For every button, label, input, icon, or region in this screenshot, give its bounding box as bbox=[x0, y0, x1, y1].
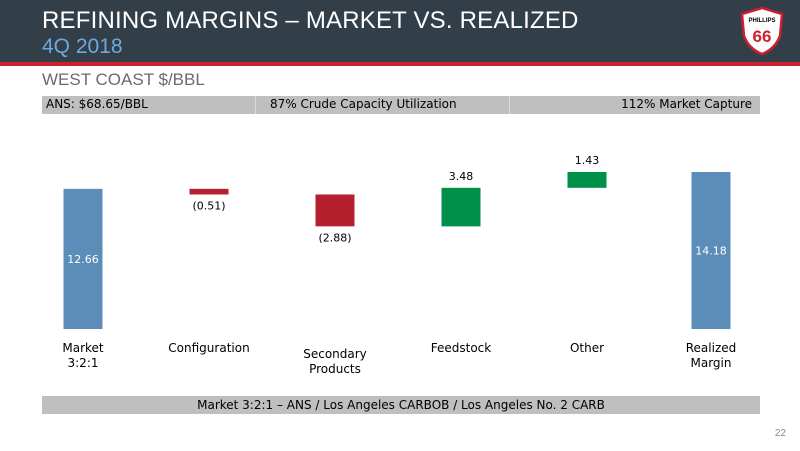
header-accent-rule bbox=[0, 62, 800, 66]
info-bar: ANS: $68.65/BBL 87% Crude Capacity Utili… bbox=[42, 96, 760, 114]
waterfall-bar bbox=[441, 187, 481, 227]
page-title: REFINING MARGINS – MARKET VS. REALIZED bbox=[42, 7, 579, 34]
bar-value-label: (0.51) bbox=[192, 199, 225, 212]
category-label: Market 3:2:1 bbox=[62, 341, 104, 370]
header-band: REFINING MARGINS – MARKET VS. REALIZED 4… bbox=[0, 0, 800, 62]
market-capture-label: 112% Market Capture bbox=[621, 97, 752, 111]
logo-top-text: PHILLIPS bbox=[748, 18, 775, 24]
section-title: WEST COAST $/BBL bbox=[42, 70, 205, 89]
bar-value-label: 12.66 bbox=[67, 253, 99, 266]
bar-value-label: (2.88) bbox=[318, 231, 351, 244]
category-label: Secondary Products bbox=[303, 347, 367, 376]
bar-value-label: 3.48 bbox=[449, 170, 474, 183]
category-label: Other bbox=[570, 341, 604, 355]
page-number: 22 bbox=[774, 428, 786, 439]
info-divider bbox=[255, 96, 256, 114]
info-divider bbox=[509, 96, 510, 114]
waterfall-bar bbox=[691, 172, 731, 329]
phillips66-shield-logo: PHILLIPS 66 bbox=[740, 6, 784, 56]
waterfall-bar bbox=[567, 172, 607, 188]
logo-number-text: 66 bbox=[753, 27, 772, 46]
waterfall-bar bbox=[189, 188, 229, 195]
page-subtitle: 4Q 2018 bbox=[42, 35, 123, 58]
category-label: Realized Margin bbox=[686, 341, 737, 370]
ans-price-label: ANS: $68.65/BBL bbox=[46, 97, 148, 111]
category-label: Feedstock bbox=[431, 341, 492, 355]
waterfall-bar bbox=[63, 188, 103, 329]
bar-value-label: 1.43 bbox=[575, 154, 600, 167]
bar-value-label: 14.18 bbox=[695, 245, 727, 258]
capacity-utilization-label: 87% Crude Capacity Utilization bbox=[270, 97, 457, 111]
category-label: Configuration bbox=[168, 341, 249, 355]
footer-note: Market 3:2:1 – ANS / Los Angeles CARBOB … bbox=[42, 396, 760, 414]
waterfall-bar bbox=[315, 194, 355, 227]
